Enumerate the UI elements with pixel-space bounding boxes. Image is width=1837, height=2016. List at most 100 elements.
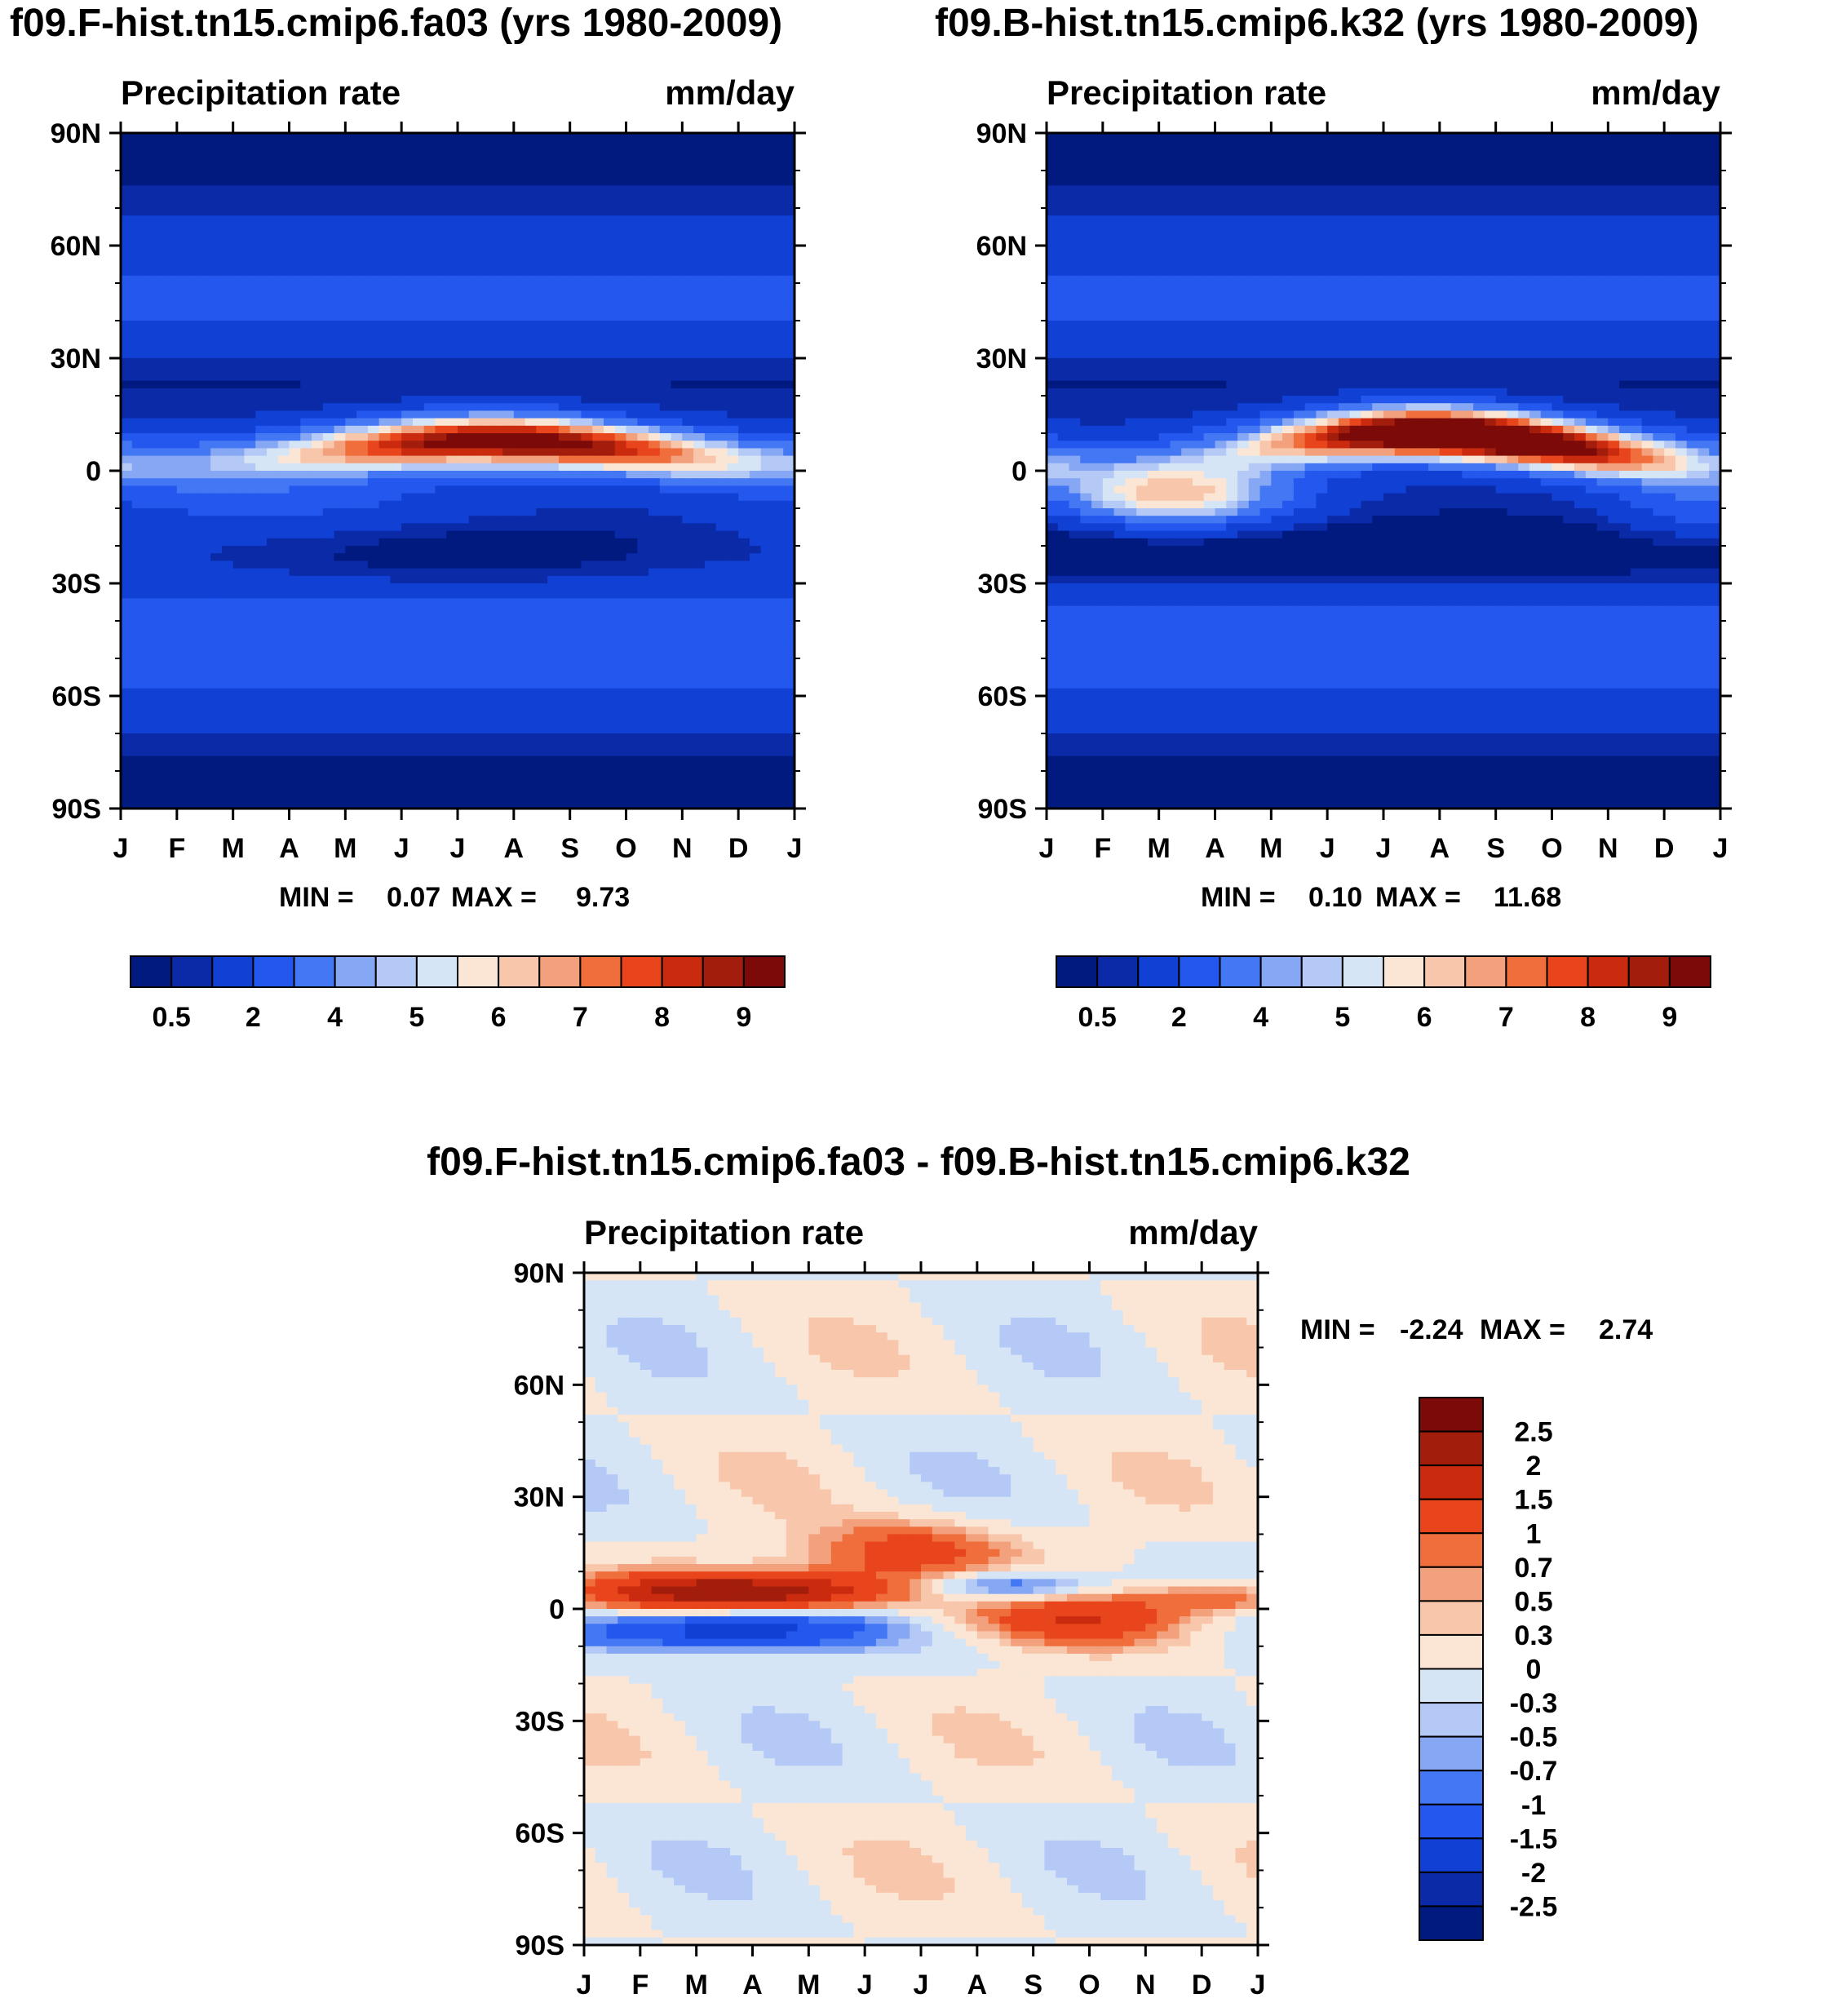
heatmap-cell — [671, 358, 683, 366]
heatmap-cell — [232, 425, 246, 434]
heatmap-cell — [210, 755, 223, 764]
heatmap-cell — [345, 643, 357, 652]
heatmap-cell — [581, 343, 593, 352]
heatmap-cell — [255, 478, 268, 486]
heatmap-cell — [772, 350, 784, 359]
heatmap-cell — [266, 711, 279, 720]
heatmap-cell — [221, 538, 234, 547]
heatmap-cell — [569, 725, 582, 734]
heatmap-cell — [378, 298, 391, 307]
heatmap-cell — [378, 253, 391, 261]
heatmap-cell — [401, 455, 414, 464]
heatmap-cell — [569, 455, 582, 464]
heatmap-cell — [569, 636, 582, 645]
heatmap-cell — [412, 613, 425, 622]
heatmap-cell — [356, 621, 369, 629]
heatmap-cell — [345, 741, 357, 749]
heatmap-cell — [412, 148, 425, 157]
heatmap-cell — [637, 493, 649, 502]
heatmap-cell — [513, 643, 526, 652]
heatmap-cell — [704, 171, 717, 179]
heatmap-cell — [659, 508, 672, 516]
heatmap-cell — [715, 516, 728, 524]
heatmap-cell — [390, 680, 402, 689]
heatmap-cell — [356, 246, 369, 254]
heatmap-cell — [390, 530, 402, 539]
heatmap-cell — [525, 441, 537, 449]
heatmap-cell — [121, 650, 133, 659]
heatmap-cell — [693, 485, 706, 494]
heatmap-cell — [693, 696, 706, 704]
heatmap-cell — [221, 560, 234, 569]
heatmap-cell — [715, 643, 728, 652]
heatmap-cell — [502, 321, 515, 329]
heatmap-cell — [334, 523, 346, 532]
heatmap-cell — [659, 680, 672, 689]
heatmap-cell — [312, 448, 324, 457]
heatmap-cell — [581, 403, 593, 411]
heatmap-cell — [558, 508, 571, 516]
heatmap-cell — [513, 350, 526, 359]
heatmap-cell — [536, 178, 548, 186]
heatmap-cell — [199, 230, 211, 239]
heatmap-cell — [693, 171, 706, 179]
heatmap-cell — [334, 148, 346, 157]
heatmap-cell — [378, 703, 391, 711]
heatmap-cell — [199, 223, 211, 232]
heatmap-cell — [592, 605, 604, 614]
heatmap-cell — [558, 636, 571, 645]
heatmap-cell — [558, 568, 571, 577]
heatmap-cell — [154, 388, 166, 397]
heatmap-cell — [614, 200, 627, 209]
heatmap-cell — [749, 546, 762, 554]
heatmap-cell — [648, 366, 661, 374]
heatmap-cell — [289, 448, 301, 457]
heatmap-cell — [143, 493, 155, 502]
heatmap-cell — [210, 343, 223, 352]
heatmap-cell — [176, 155, 189, 164]
heatmap-cell — [603, 388, 616, 397]
heatmap-cell — [536, 508, 548, 516]
heatmap-cell — [536, 343, 548, 352]
heatmap-cell — [760, 530, 773, 539]
heatmap-cell — [525, 410, 537, 419]
heatmap-cell — [693, 215, 706, 224]
heatmap-cell — [143, 688, 155, 697]
heatmap-cell — [277, 560, 290, 569]
heatmap-cell — [682, 688, 694, 697]
heatmap-cell — [468, 410, 481, 419]
heatmap-cell — [199, 312, 211, 321]
heatmap-cell — [603, 621, 616, 629]
heatmap-cell — [671, 546, 683, 554]
heatmap-cell — [547, 425, 560, 434]
heatmap-cell — [614, 230, 627, 239]
heatmap-cell — [659, 350, 672, 359]
heatmap-cell — [592, 350, 604, 359]
heatmap-cell — [704, 673, 717, 682]
heatmap-cell — [176, 621, 189, 629]
heatmap-cell — [659, 560, 672, 569]
heatmap-cell — [468, 463, 481, 472]
heatmap-cell — [558, 200, 571, 209]
heatmap-cell — [480, 575, 492, 584]
heatmap-cell — [131, 403, 144, 411]
heatmap-cell — [569, 448, 582, 457]
heatmap-cell — [491, 358, 503, 366]
heatmap-cell — [614, 530, 627, 539]
heatmap-cell — [783, 283, 795, 291]
heatmap-cell — [558, 613, 571, 622]
heatmap-cell — [513, 666, 526, 674]
heatmap-cell — [412, 215, 425, 224]
heatmap-cell — [671, 643, 683, 652]
heatmap-cell — [435, 568, 447, 577]
heatmap-cell — [502, 598, 515, 607]
heatmap-cell — [693, 628, 706, 636]
heatmap-cell — [423, 718, 436, 727]
heatmap-cell — [210, 148, 223, 157]
heatmap-cell — [255, 441, 268, 449]
heatmap-cell — [390, 703, 402, 711]
heatmap-cell — [435, 193, 447, 202]
heatmap-cell — [536, 350, 548, 359]
heatmap-cell — [760, 268, 773, 277]
heatmap-cell — [435, 523, 447, 532]
